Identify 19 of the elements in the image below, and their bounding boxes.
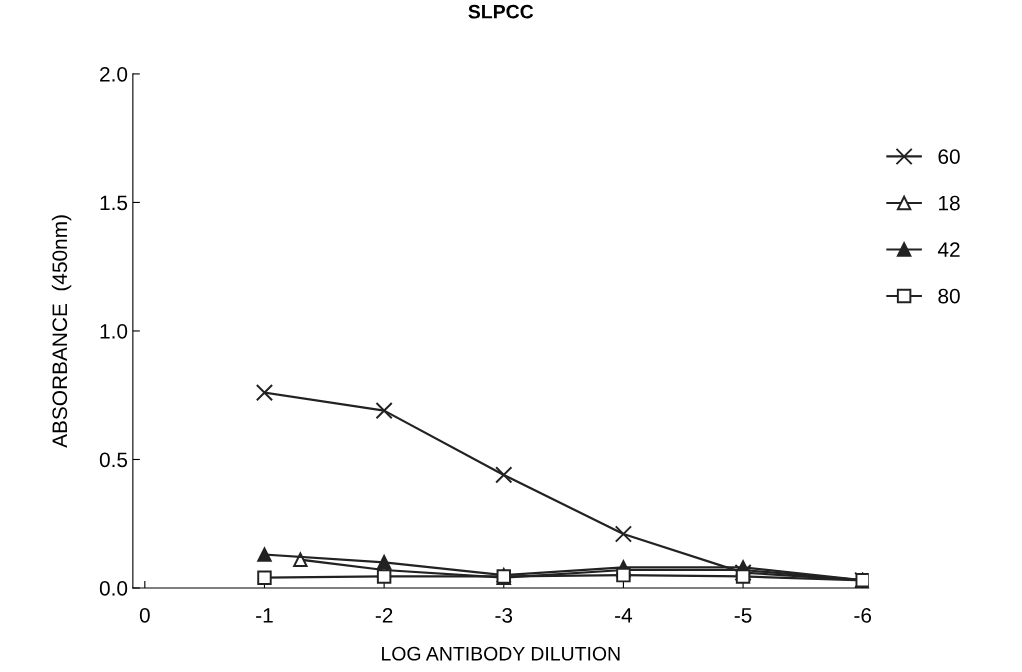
y-tick-label: 1.5	[100, 195, 128, 211]
y-tick-label: 1.0	[100, 323, 128, 339]
x-tick-label: 0	[139, 607, 150, 623]
legend-label: 60	[938, 149, 960, 164]
y-axis-title: ABSORBANCE (450nm)	[51, 215, 72, 448]
x-axis-title: LOG ANTIBODY DILUTION	[382, 646, 620, 661]
x-tick-label: -5	[734, 608, 752, 623]
legend-label: 18	[939, 195, 960, 211]
y-tick-label: 0.5	[99, 452, 128, 468]
chart-title: SLPCC	[468, 4, 534, 19]
x-tick-label: -4	[615, 608, 633, 623]
y-tick-label: 0.0	[99, 581, 128, 596]
legend-label: 42	[937, 242, 960, 257]
x-tick-label: -1	[256, 608, 273, 623]
y-tick-label: 2.0	[100, 66, 128, 82]
legend-label: 80	[938, 288, 960, 304]
x-tick-label: -2	[375, 607, 393, 623]
x-tick-label: -6	[854, 607, 872, 623]
x-tick-label: -3	[495, 607, 513, 623]
